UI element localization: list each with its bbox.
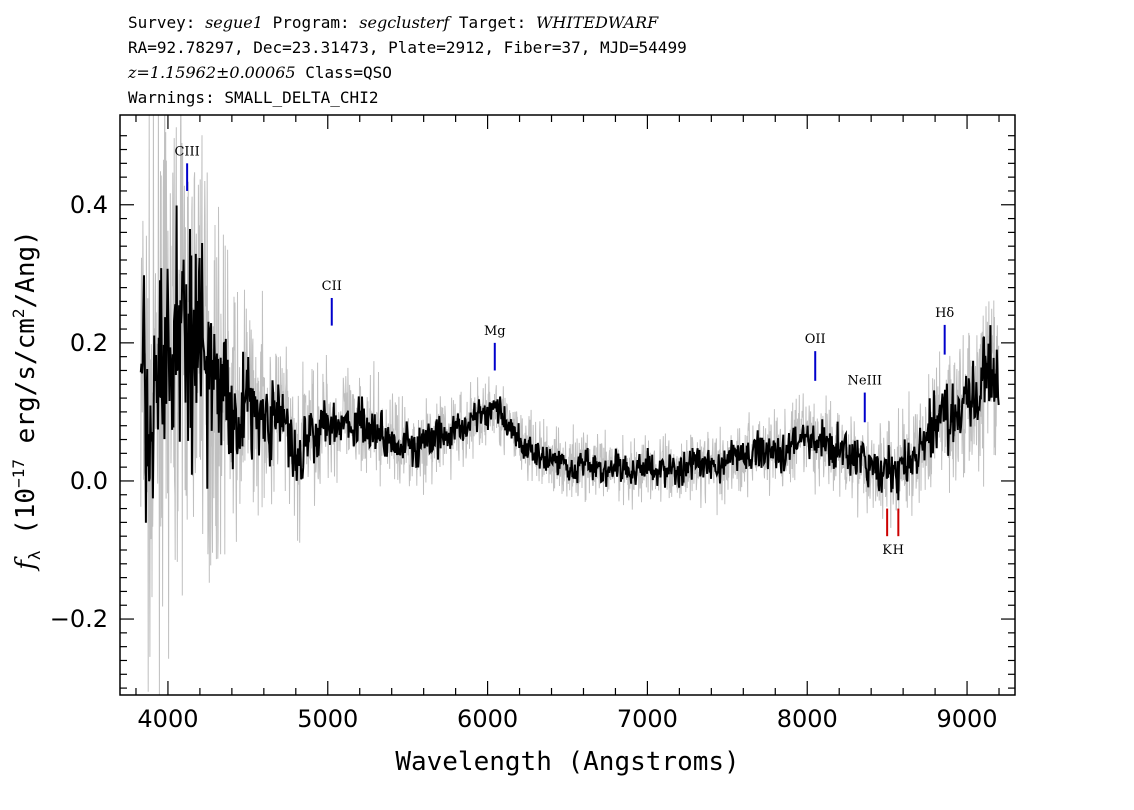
y-tick-label: 0.4 — [70, 191, 108, 219]
line-label-H: H — [893, 543, 904, 558]
line-label-Hδ: Hδ — [935, 306, 954, 321]
class-value: Class=QSO — [295, 63, 392, 82]
y-axis-units-a: (10 — [11, 488, 41, 551]
x-tick-label: 4000 — [137, 705, 198, 733]
header-line-survey: Survey: segue1 Program: segclusterf Targ… — [128, 12, 658, 34]
flux-trace — [139, 205, 1000, 523]
y-tick-label: 0.2 — [70, 329, 108, 357]
y-axis-subscript: λ — [25, 550, 44, 560]
header-line-warnings: Warnings: SMALL_DELTA_CHI2 — [128, 88, 379, 107]
y-axis-label: fλ (10−17 erg/s/cm2/Ang) — [9, 230, 44, 572]
target-label: Target: — [449, 13, 536, 32]
y-tick-label: −0.2 — [50, 605, 108, 633]
line-label-OII: OII — [805, 332, 826, 347]
x-tick-label: 6000 — [457, 705, 518, 733]
x-tick-label: 8000 — [777, 705, 838, 733]
header-line-redshift: z=1.15962±0.00065 Class=QSO — [128, 62, 392, 84]
redshift-value: z=1.15962±0.00065 — [128, 63, 296, 82]
line-label-CII: CII — [322, 279, 342, 294]
line-label-CIII: CIII — [174, 144, 199, 159]
x-axis-label: Wavelength (Angstroms) — [395, 747, 739, 777]
line-label-K: K — [882, 543, 892, 558]
survey-value: segue1 — [205, 13, 263, 32]
spectral-line-markers: CIII CII Mg OII NeIII Hδ K H — [174, 144, 954, 558]
x-tick-label: 7000 — [617, 705, 678, 733]
survey-label: Survey: — [128, 13, 206, 32]
y-axis-units-c: /Ang) — [11, 230, 41, 308]
line-label-Mg: Mg — [484, 324, 506, 339]
axis-ticks: 4000 5000 6000 7000 8000 9000 −0.2 0.0 0.2 0.4 — [50, 115, 1015, 733]
x-tick-label: 9000 — [937, 705, 998, 733]
y-axis-exponent: −17 — [9, 459, 28, 488]
flux-series — [139, 205, 1000, 523]
program-value: segclusterf — [359, 13, 450, 32]
y-axis-square: 2 — [9, 308, 28, 318]
y-axis-units-b: erg/s/cm — [11, 318, 41, 459]
line-label-NeIII: NeIII — [848, 374, 882, 389]
header-line-coordinates: RA=92.78297, Dec=23.31473, Plate=2912, F… — [128, 38, 687, 57]
plot-frame — [119, 114, 1016, 696]
target-value: WHITEDWARF — [535, 13, 659, 32]
program-label: Program: — [262, 13, 360, 32]
y-tick-label: 0.0 — [70, 467, 108, 495]
x-tick-label: 5000 — [297, 705, 358, 733]
